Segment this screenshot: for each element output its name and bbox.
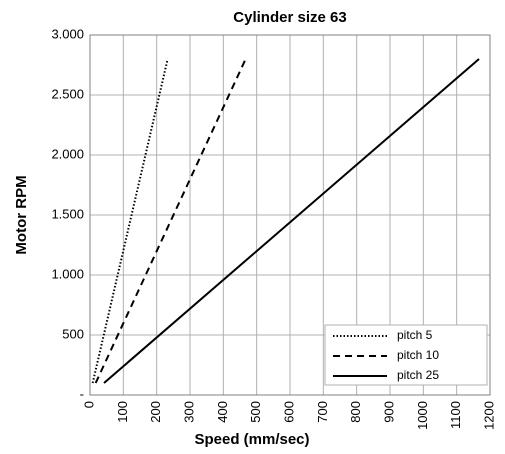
y-tick-label: 2.000 (51, 146, 84, 161)
y-axis-label: Motor RPM (13, 175, 30, 254)
x-tick-label: 600 (281, 401, 296, 423)
x-tick-label: 1200 (481, 401, 496, 430)
y-tick-label: 2.500 (51, 86, 84, 101)
x-tick-label: 300 (181, 401, 196, 423)
x-tick-label: 800 (348, 401, 363, 423)
x-tick-label: 400 (215, 401, 230, 423)
y-tick-label: 500 (62, 326, 84, 341)
y-tick-label: - (80, 386, 84, 401)
y-tick-label: 1.000 (51, 266, 84, 281)
chart-title: Cylinder size 63 (233, 9, 346, 26)
plot-border (89, 34, 491, 396)
y-tick-label: 3.000 (51, 26, 84, 41)
x-tick-label: 700 (315, 401, 330, 423)
series-line (91, 58, 169, 384)
x-tick-label: 1100 (448, 401, 463, 429)
x-tick-label: 1000 (415, 401, 430, 430)
x-tick-label: 900 (381, 401, 396, 423)
x-axis-label: Speed (mm/sec) (194, 431, 309, 448)
series-line (103, 58, 480, 384)
x-tick-label: 500 (248, 401, 263, 423)
legend-label: pitch 10 (397, 348, 439, 362)
x-tick-label: 100 (115, 401, 130, 423)
x-tick-label: 200 (148, 401, 163, 423)
x-tick-label: 0 (81, 401, 96, 408)
legend-label: pitch 25 (397, 368, 439, 382)
legend-label: pitch 5 (397, 328, 433, 342)
y-tick-label: 1.500 (51, 206, 84, 221)
